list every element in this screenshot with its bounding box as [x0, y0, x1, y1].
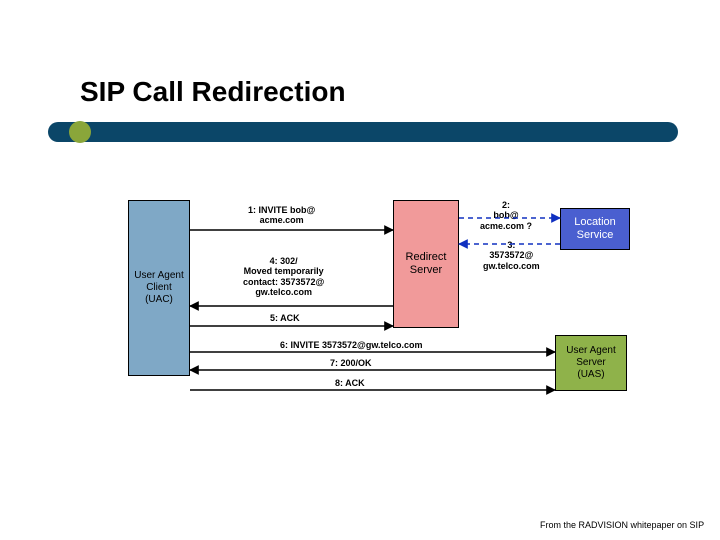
title-bullet [69, 121, 91, 143]
node-uas: User Agent Server (UAS) [555, 335, 627, 391]
msg-2: 2: bob@ acme.com ? [480, 200, 532, 231]
node-redirect-server: Redirect Server [393, 200, 459, 328]
node-location-service: Location Service [560, 208, 630, 250]
slide: { "title": { "text": "SIP Call Redirecti… [0, 0, 720, 540]
msg-3: 3: 3573572@ gw.telco.com [483, 240, 540, 271]
msg-7: 7: 200/OK [330, 358, 372, 368]
msg-6: 6: INVITE 3573572@gw.telco.com [280, 340, 423, 350]
node-uac: User Agent Client (UAC) [128, 200, 190, 376]
footer-citation: From the RADVISION whitepaper on SIP [540, 520, 704, 530]
msg-5: 5: ACK [270, 313, 300, 323]
title-underline [48, 122, 678, 142]
msg-8: 8: ACK [335, 378, 365, 388]
msg-1: 1: INVITE bob@ acme.com [248, 205, 315, 226]
slide-title: SIP Call Redirection [80, 76, 346, 108]
msg-4: 4: 302/ Moved temporarily contact: 35735… [243, 256, 324, 297]
